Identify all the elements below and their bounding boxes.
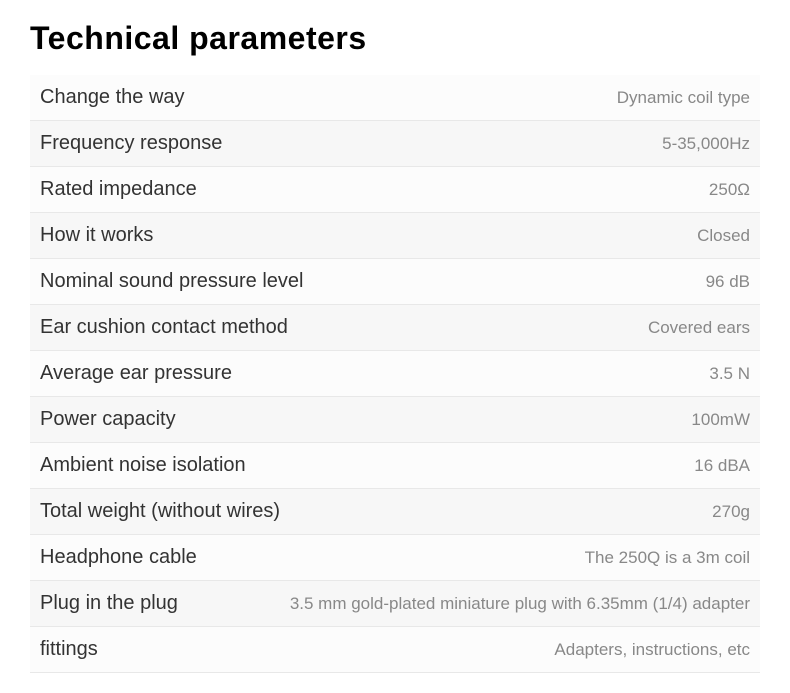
spec-label: Ambient noise isolation xyxy=(40,454,246,477)
spec-label: Average ear pressure xyxy=(40,362,232,385)
spec-row: Rated impedance 250Ω xyxy=(30,167,760,213)
spec-row: Frequency response 5-35,000Hz xyxy=(30,121,760,167)
spec-label: How it works xyxy=(40,224,153,247)
spec-value: 3.5 mm gold-plated miniature plug with 6… xyxy=(290,594,750,614)
spec-row: Total weight (without wires) 270g xyxy=(30,489,760,535)
spec-label: fittings xyxy=(40,638,98,661)
spec-value: 96 dB xyxy=(706,272,750,292)
section-title: Technical parameters xyxy=(30,20,760,57)
spec-row: How it works Closed xyxy=(30,213,760,259)
spec-label: Headphone cable xyxy=(40,546,197,569)
spec-value: The 250Q is a 3m coil xyxy=(585,548,750,568)
spec-label: Frequency response xyxy=(40,132,222,155)
spec-row: Headphone cable The 250Q is a 3m coil xyxy=(30,535,760,581)
spec-label: Plug in the plug xyxy=(40,592,178,615)
spec-value: 5-35,000Hz xyxy=(662,134,750,154)
spec-table: Change the way Dynamic coil type Frequen… xyxy=(30,75,760,673)
spec-value: Adapters, instructions, etc xyxy=(554,640,750,660)
spec-label: Total weight (without wires) xyxy=(40,500,280,523)
spec-value: Dynamic coil type xyxy=(617,88,750,108)
spec-row: fittings Adapters, instructions, etc xyxy=(30,627,760,673)
spec-label: Change the way xyxy=(40,86,185,109)
spec-row: Change the way Dynamic coil type xyxy=(30,75,760,121)
spec-row: Power capacity 100mW xyxy=(30,397,760,443)
spec-row: Average ear pressure 3.5 N xyxy=(30,351,760,397)
spec-label: Nominal sound pressure level xyxy=(40,270,303,293)
spec-value: Covered ears xyxy=(648,318,750,338)
spec-label: Ear cushion contact method xyxy=(40,316,288,339)
spec-label: Rated impedance xyxy=(40,178,197,201)
spec-label: Power capacity xyxy=(40,408,176,431)
spec-row: Plug in the plug 3.5 mm gold-plated mini… xyxy=(30,581,760,627)
spec-row: Ambient noise isolation 16 dBA xyxy=(30,443,760,489)
spec-value: 3.5 N xyxy=(709,364,750,384)
spec-value: 250Ω xyxy=(709,180,750,200)
spec-row: Nominal sound pressure level 96 dB xyxy=(30,259,760,305)
spec-value: 100mW xyxy=(691,410,750,430)
spec-value: 16 dBA xyxy=(694,456,750,476)
spec-value: 270g xyxy=(712,502,750,522)
spec-value: Closed xyxy=(697,226,750,246)
spec-row: Ear cushion contact method Covered ears xyxy=(30,305,760,351)
